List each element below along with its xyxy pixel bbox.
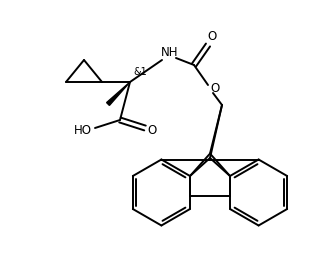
Text: O: O: [147, 123, 156, 137]
Text: HO: HO: [74, 123, 92, 137]
Text: NH: NH: [161, 46, 179, 60]
Text: O: O: [207, 31, 217, 44]
Text: &1: &1: [133, 67, 147, 77]
Text: O: O: [210, 83, 220, 95]
Polygon shape: [107, 82, 130, 105]
